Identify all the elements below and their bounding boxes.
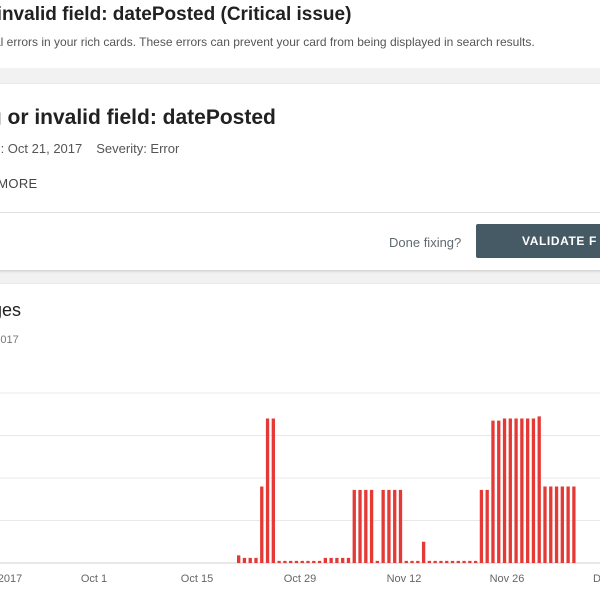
- chart-bar[interactable]: [433, 560, 437, 564]
- chart-bar[interactable]: [364, 489, 368, 563]
- chart-bar[interactable]: [242, 557, 247, 563]
- chart-bar[interactable]: [439, 560, 443, 564]
- detected-date: cted: Oct 21, 2017: [0, 141, 83, 156]
- x-tick-label: Oct 15: [181, 573, 213, 585]
- issue-card: ng or invalid field: datePosted cted: Oc…: [0, 84, 600, 270]
- chart-bar[interactable]: [520, 418, 524, 564]
- page-description: cal errors in your rich cards. These err…: [0, 35, 535, 49]
- chart-bar[interactable]: [421, 541, 426, 563]
- x-tick-label: Oct 1: [81, 573, 107, 585]
- chart-bar[interactable]: [554, 486, 559, 564]
- chart-bar[interactable]: [456, 560, 460, 564]
- chart-bar[interactable]: [271, 418, 275, 564]
- chart-bar[interactable]: [566, 486, 570, 564]
- chart-card: ages 3, 2017 2017 Oct 1 Oct 15 Oct 29 Nov 12…: [0, 284, 600, 614]
- chart-bar[interactable]: [508, 418, 512, 564]
- chart-bar[interactable]: [479, 489, 484, 563]
- chart-bar[interactable]: [398, 489, 403, 563]
- chart-bar[interactable]: [289, 560, 293, 564]
- chart-bar[interactable]: [491, 420, 495, 564]
- chart-bar[interactable]: [393, 489, 397, 563]
- chart-bar[interactable]: [387, 489, 391, 563]
- chart-bar[interactable]: [404, 560, 408, 564]
- chart-bar[interactable]: [335, 557, 339, 563]
- chart-bar[interactable]: [306, 560, 310, 564]
- chart-bar[interactable]: [462, 560, 466, 564]
- x-tick-label: Oct 29: [284, 573, 316, 585]
- chart-bar[interactable]: [531, 418, 536, 564]
- chart-bar[interactable]: [248, 557, 252, 563]
- chart-bar[interactable]: [352, 489, 356, 563]
- chart-bar[interactable]: [497, 420, 501, 564]
- chart-bar[interactable]: [560, 486, 564, 564]
- x-tick-label: Nov 12: [387, 573, 422, 585]
- chart-bar[interactable]: [543, 486, 547, 564]
- chart-subtitle: 3, 2017: [0, 334, 19, 346]
- chart-bar[interactable]: [341, 557, 345, 563]
- page-header: r invalid field: datePosted (Critical is…: [0, 0, 600, 68]
- chart-bar[interactable]: [572, 486, 576, 564]
- chart-title: ages: [0, 300, 22, 320]
- chart-bar[interactable]: [427, 560, 432, 564]
- chart-bar[interactable]: [485, 489, 489, 563]
- chart-bar[interactable]: [294, 560, 299, 564]
- chart-bar[interactable]: [502, 418, 507, 564]
- chart-bar[interactable]: [416, 560, 420, 564]
- chart-bar[interactable]: [381, 489, 385, 563]
- chart-bar[interactable]: [254, 557, 258, 563]
- x-tick-label: D: [593, 573, 600, 585]
- done-fixing-label: Done fixing?: [389, 235, 462, 250]
- chart-bar[interactable]: [549, 486, 553, 564]
- issue-title: ng or invalid field: datePosted: [0, 106, 276, 129]
- chart-bar[interactable]: [445, 560, 449, 564]
- chart-bar[interactable]: [358, 489, 362, 563]
- chart-bar[interactable]: [260, 486, 264, 564]
- chart-bar[interactable]: [369, 489, 374, 563]
- page-title: r invalid field: datePosted (Critical is…: [0, 4, 352, 25]
- chart-bar[interactable]: [375, 560, 380, 564]
- chart-bar[interactable]: [514, 418, 518, 564]
- severity-label: Severity: Error: [96, 141, 180, 156]
- chart-bar[interactable]: [473, 560, 478, 564]
- chart-bar[interactable]: [300, 560, 304, 564]
- chart-bar[interactable]: [410, 560, 414, 564]
- chart-bar[interactable]: [312, 560, 316, 564]
- learn-more-link[interactable]: RN MORE: [0, 176, 38, 191]
- chart-bar[interactable]: [450, 560, 455, 564]
- card-divider: [0, 212, 600, 213]
- issue-meta: cted: Oct 21, 2017 Severity: Error: [0, 141, 179, 156]
- chart-bar[interactable]: [468, 560, 472, 564]
- chart-bar[interactable]: [329, 557, 333, 563]
- chart-bar[interactable]: [265, 418, 270, 564]
- chart-bar[interactable]: [277, 560, 281, 564]
- chart-bar[interactable]: [323, 557, 327, 563]
- chart-bar[interactable]: [346, 557, 351, 563]
- chart-bar[interactable]: [537, 416, 541, 564]
- x-tick-label: 2017: [0, 573, 22, 585]
- validate-fix-button[interactable]: VALIDATE F: [476, 224, 600, 258]
- affected-pages-chart: 2017 Oct 1 Oct 15 Oct 29 Nov 12 Nov 26 D: [0, 392, 600, 585]
- chart-bar[interactable]: [237, 555, 241, 563]
- chart-bar[interactable]: [283, 560, 287, 564]
- chart-bar[interactable]: [317, 560, 322, 564]
- chart-bar[interactable]: [526, 418, 530, 564]
- x-tick-label: Nov 26: [490, 573, 525, 585]
